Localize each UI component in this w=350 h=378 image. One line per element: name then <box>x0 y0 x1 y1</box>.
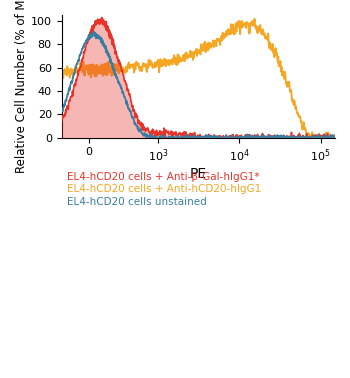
X-axis label: PE: PE <box>190 167 207 181</box>
Y-axis label: Relative Cell Number (% of Max): Relative Cell Number (% of Max) <box>15 0 28 172</box>
Text: EL4-hCD20 cells + Anti-hCD20-hIgG1: EL4-hCD20 cells + Anti-hCD20-hIgG1 <box>67 184 261 194</box>
Text: EL4-hCD20 cells unstained: EL4-hCD20 cells unstained <box>67 197 207 207</box>
Text: EL4-hCD20 cells + Anti-β-Gal-hIgG1*: EL4-hCD20 cells + Anti-β-Gal-hIgG1* <box>67 172 259 182</box>
